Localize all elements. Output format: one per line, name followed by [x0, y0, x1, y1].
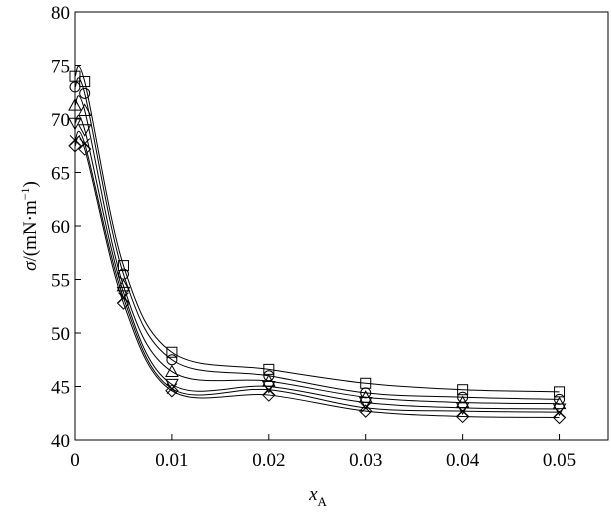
series-curves — [74, 65, 560, 419]
data-point-diamond — [116, 296, 131, 310]
y-axis-ticks: 40 45 50 55 60 65 70 75 80 — [51, 3, 81, 452]
x-axis-label-main: x — [308, 484, 318, 505]
data-point-square — [117, 260, 129, 272]
data-point-cross — [166, 383, 178, 394]
data-point-triangle — [165, 364, 179, 378]
series-line-triangle — [74, 95, 560, 405]
series-markers — [68, 70, 567, 425]
data-point-triangle-down — [116, 286, 131, 300]
plot-frame — [74, 11, 609, 441]
data-point-diamond — [359, 404, 373, 418]
x-axis-label-subscript: A — [318, 494, 328, 509]
y-tick-label: 75 — [51, 57, 70, 78]
data-point-triangle — [116, 278, 131, 292]
y-axis-label-unit: /(mN·m — [20, 200, 41, 261]
y-tick-label: 60 — [51, 217, 70, 238]
series-line-triangle-down — [74, 115, 560, 410]
y-axis-label-close: ) — [20, 181, 41, 187]
y-tick-label: 70 — [51, 110, 70, 131]
series-line-circle — [74, 77, 560, 400]
data-point-diamond — [77, 142, 92, 156]
data-point-diamond — [455, 409, 470, 424]
data-point-triangle — [77, 103, 92, 116]
x-tick-label: 0.03 — [349, 450, 382, 471]
data-point-diamond — [552, 410, 567, 425]
data-point-square — [166, 346, 178, 358]
y-axis-label-symbol: σ — [20, 261, 41, 271]
y-tick-label: 80 — [51, 3, 70, 24]
data-point-triangle — [261, 374, 276, 387]
data-point-triangle-down — [77, 124, 92, 137]
data-point-triangle-down — [165, 378, 179, 392]
series-line-cross — [74, 130, 560, 413]
data-point-square — [457, 384, 469, 396]
y-tick-label: 65 — [51, 164, 70, 185]
data-point-triangle — [358, 390, 373, 403]
data-point-diamond — [165, 384, 179, 398]
data-point-circle — [263, 370, 275, 382]
y-axis-label: σ/(mN·m−1) — [18, 181, 41, 271]
y-tick-label: 40 — [51, 431, 70, 452]
data-point-triangle — [455, 395, 470, 409]
data-point-triangle-down — [358, 397, 373, 410]
data-point-circle — [457, 391, 469, 403]
y-tick-label: 45 — [51, 378, 70, 399]
data-point-circle — [79, 87, 91, 99]
x-tick-label: 0.04 — [446, 450, 480, 471]
data-point-triangle — [552, 396, 567, 410]
series-line-diamond — [74, 136, 560, 419]
x-axis-ticks: 0 0.01 0.02 0.03 0.04 0.05 — [70, 434, 576, 471]
x-tick-label: 0.02 — [252, 450, 285, 471]
x-tick-label: 0 — [70, 450, 80, 471]
x-axis-label: xA — [308, 484, 327, 509]
data-point-square — [79, 76, 91, 88]
data-point-cross — [360, 402, 372, 414]
x-tick-label: 0.05 — [543, 450, 576, 471]
y-axis-label-superscript: −1 — [18, 187, 32, 200]
data-point-diamond — [262, 388, 276, 402]
series-line-square — [74, 65, 560, 393]
y-tick-label: 55 — [51, 271, 70, 292]
x-tick-label: 0.01 — [155, 450, 188, 471]
y-tick-label: 50 — [51, 324, 70, 345]
